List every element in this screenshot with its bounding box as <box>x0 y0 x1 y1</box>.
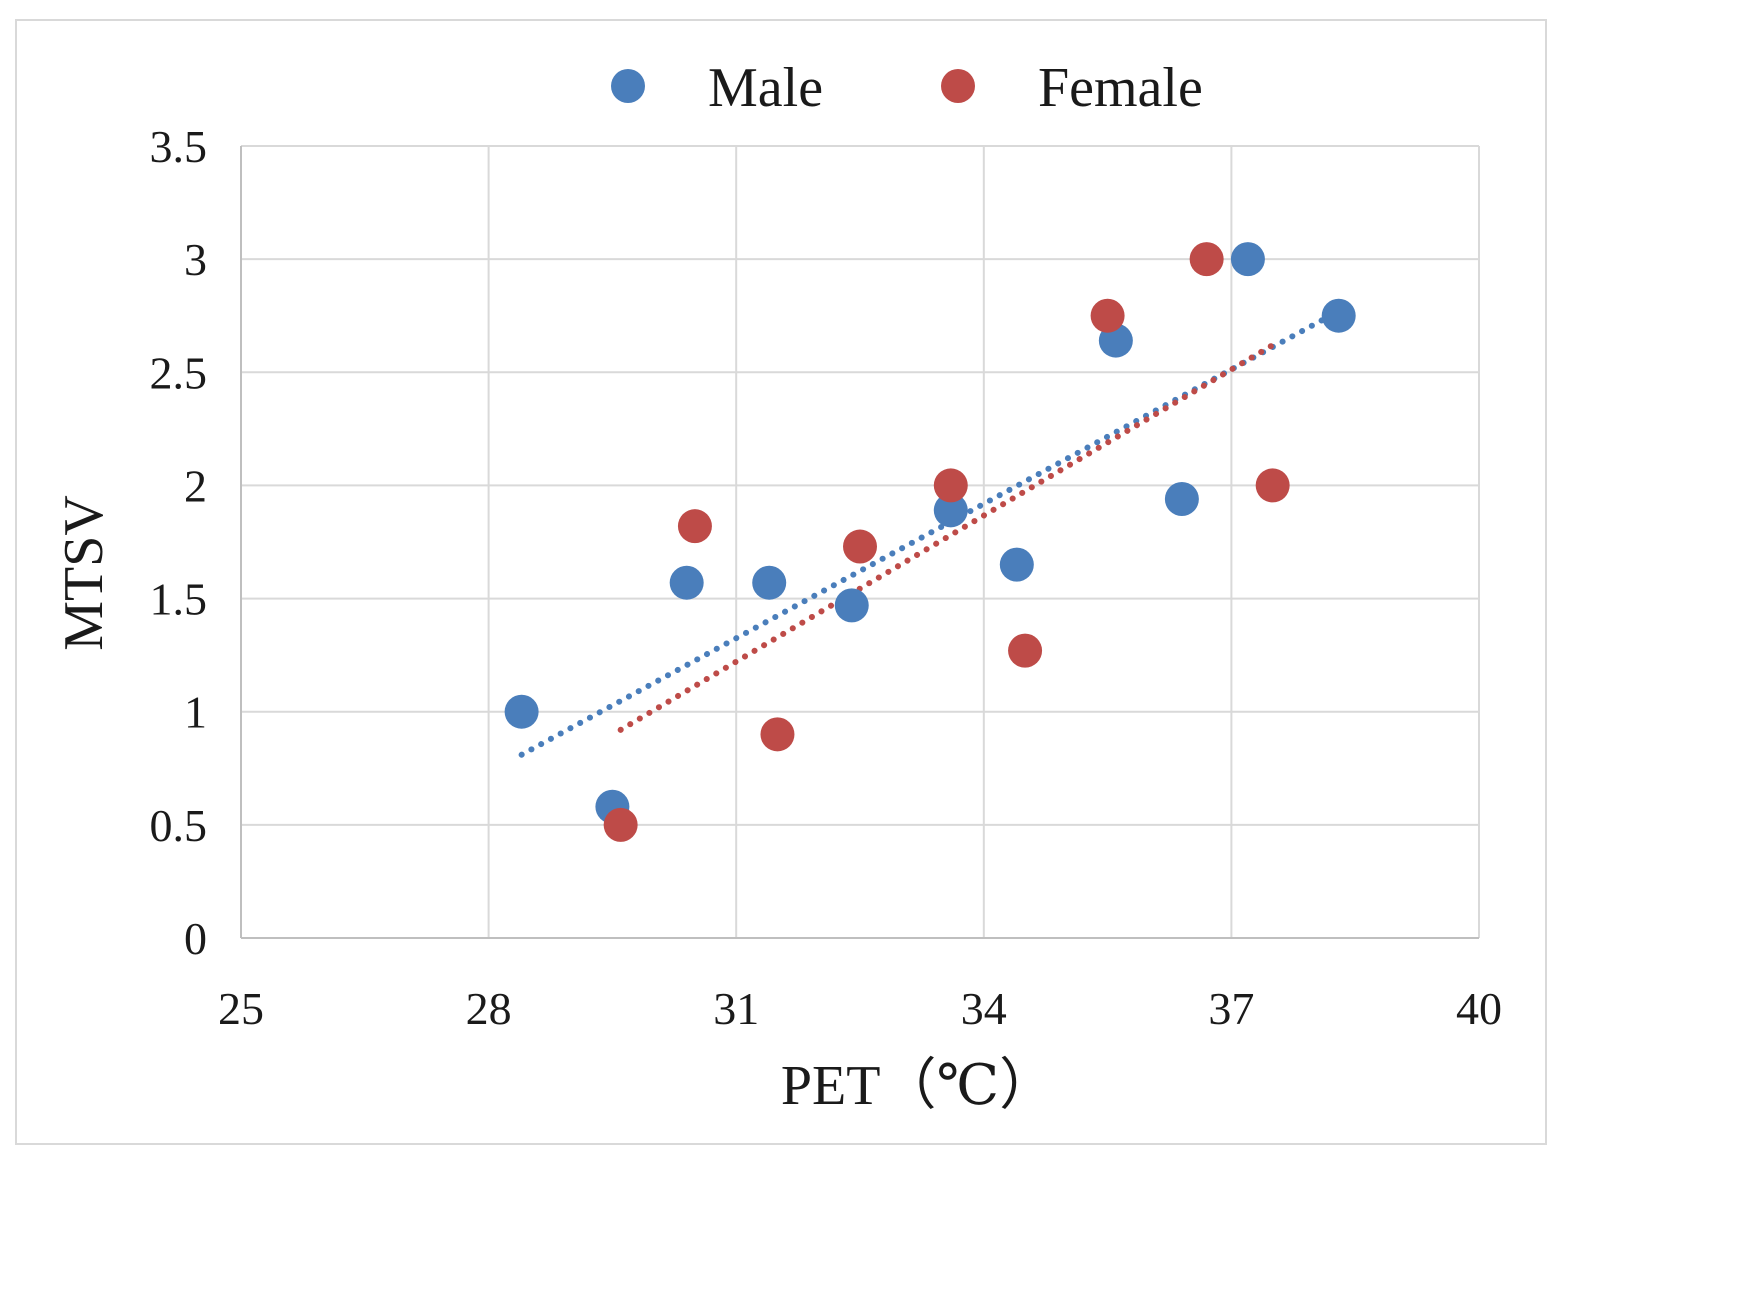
male-trendline <box>518 308 1342 758</box>
female-point <box>603 807 638 842</box>
chart-frame <box>15 19 1547 1145</box>
female-point <box>1008 633 1043 668</box>
female-point <box>677 509 712 544</box>
y-tick-label: 1 <box>184 687 207 738</box>
y-tick-label: 1.5 <box>150 574 208 625</box>
y-tick-label: 3 <box>184 234 207 285</box>
male-point <box>933 493 968 528</box>
male-point <box>752 565 787 600</box>
female-point <box>760 717 795 752</box>
y-tick-label: 0.5 <box>150 800 208 851</box>
female-point <box>933 468 968 503</box>
female-point <box>843 529 877 564</box>
female-point <box>1189 242 1224 277</box>
x-tick-label: 34 <box>961 983 1007 1034</box>
legend-marker-female <box>941 69 975 103</box>
scatter-chart: 0 0.5 1 1.5 2 2.5 3 3.5 25 28 31 34 37 40 Male Female… <box>53 57 1503 1117</box>
male-point <box>999 547 1034 582</box>
male-point <box>834 588 869 623</box>
y-tick-label: 2 <box>184 460 207 511</box>
tick-labels: 0 0.5 1 1.5 2 2.5 3 3.5 25 28 31 34 37 40 <box>150 121 1503 1034</box>
x-tick-label: 40 <box>1456 983 1502 1034</box>
male-point <box>1230 242 1265 277</box>
male-point <box>669 565 704 600</box>
legend: Male Female <box>611 57 1203 119</box>
legend-label-female: Female <box>1038 57 1203 119</box>
x-tick-label: 28 <box>466 983 512 1034</box>
female-point <box>1255 468 1290 503</box>
y-tick-label: 2.5 <box>150 347 208 398</box>
x-tick-label: 31 <box>713 983 759 1034</box>
y-tick-label: 3.5 <box>150 121 208 172</box>
trendlines <box>518 308 1342 758</box>
female-trendline <box>617 342 1276 733</box>
x-axis-title: PET（℃） <box>781 1055 1055 1117</box>
y-axis-title: MTSV <box>53 495 115 651</box>
female-point <box>1090 298 1125 333</box>
legend-label-male: Male <box>708 57 823 119</box>
male-point <box>504 694 539 729</box>
x-tick-label: 25 <box>218 983 264 1034</box>
data-points <box>504 242 1356 842</box>
axes <box>240 146 1479 939</box>
male-point <box>1164 482 1199 517</box>
legend-marker-male <box>611 69 645 103</box>
y-tick-label: 0 <box>184 913 207 964</box>
x-tick-label: 37 <box>1208 983 1254 1034</box>
male-point <box>1321 298 1356 333</box>
